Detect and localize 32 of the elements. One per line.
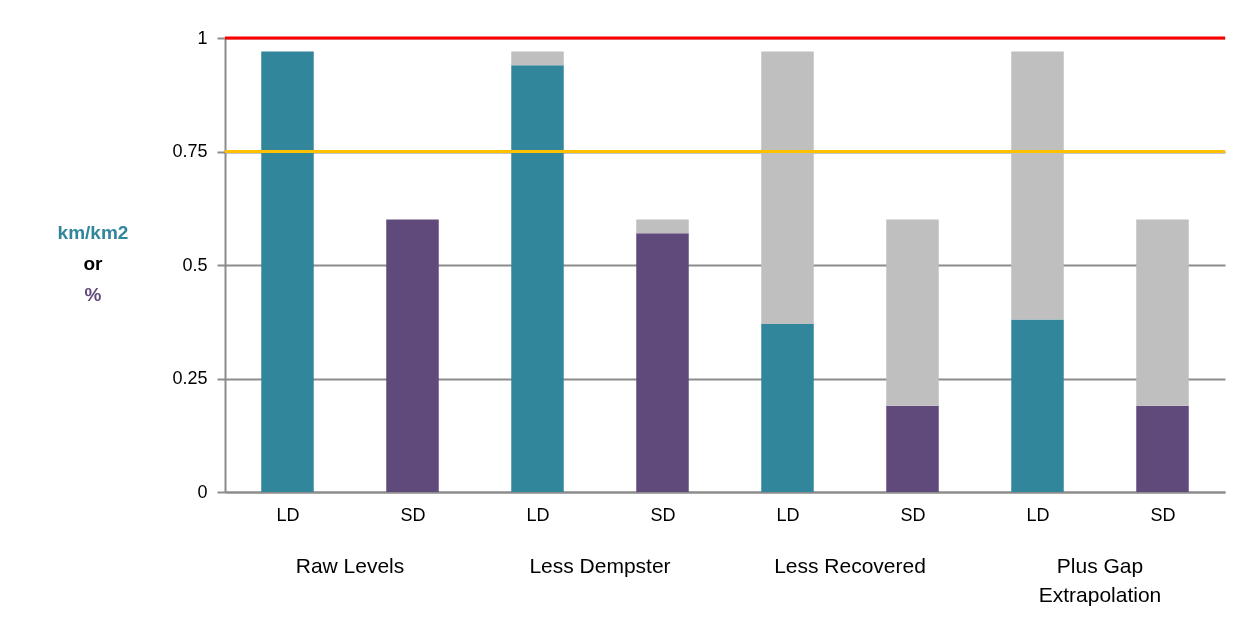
y-tick-label: 0.25 bbox=[172, 368, 208, 388]
y-tick-label: 1 bbox=[197, 27, 208, 48]
text: Less Recovered bbox=[774, 554, 926, 577]
bar bbox=[886, 219, 939, 406]
y-tick-label: 0.5 bbox=[182, 254, 208, 275]
x-tick-label: LD bbox=[526, 504, 550, 525]
bar bbox=[636, 233, 689, 492]
x-tick-label: SD bbox=[900, 504, 926, 525]
y-axis-title: km/km2 or % bbox=[57, 222, 129, 306]
bar bbox=[886, 405, 939, 492]
bar bbox=[1011, 319, 1064, 492]
bar bbox=[511, 51, 564, 66]
text: Raw Levels bbox=[295, 554, 405, 577]
x-tick-label: LD bbox=[1026, 504, 1050, 525]
y-tick-label: 0 bbox=[197, 481, 208, 502]
bar bbox=[1136, 405, 1189, 492]
bar bbox=[1136, 219, 1189, 406]
bar bbox=[1011, 51, 1064, 320]
bar bbox=[761, 51, 814, 325]
bar bbox=[511, 65, 564, 492]
x-tick-label: SD bbox=[650, 504, 676, 525]
bar bbox=[761, 324, 814, 492]
text: Less Dempster bbox=[529, 554, 671, 577]
x-tick-label: SD bbox=[1150, 504, 1176, 525]
text: Plus Gap Extrapolation bbox=[1038, 554, 1162, 606]
bar bbox=[636, 219, 689, 234]
y-tick-label: 0.75 bbox=[172, 141, 208, 161]
x-tick-label: SD bbox=[400, 504, 426, 525]
bar bbox=[386, 219, 439, 492]
bar bbox=[261, 51, 314, 492]
x-tick-label: LD bbox=[276, 504, 300, 525]
x-tick-label: LD bbox=[776, 504, 800, 525]
